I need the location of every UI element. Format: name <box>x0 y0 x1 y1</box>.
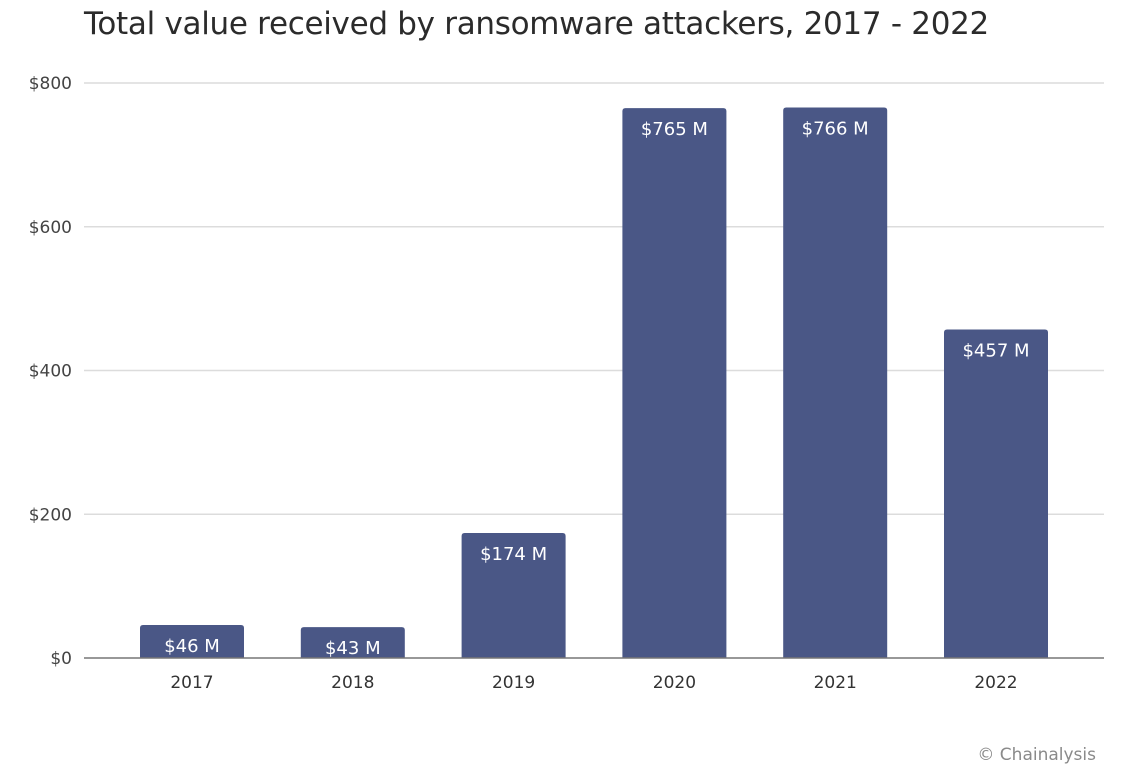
data-label: $43 M <box>325 638 381 659</box>
x-tick-label: 2017 <box>170 673 213 693</box>
y-tick-label: $600 <box>29 218 72 238</box>
bar <box>783 107 888 658</box>
y-tick-label: $200 <box>29 505 72 525</box>
chart-title: Total value received by ransomware attac… <box>84 6 989 42</box>
x-tick-label: 2019 <box>492 673 535 693</box>
data-label: $174 M <box>480 544 547 565</box>
data-label: $765 M <box>641 119 708 140</box>
x-tick-label: 2018 <box>331 673 374 693</box>
x-tick-label: 2021 <box>814 673 857 693</box>
x-tick-label: 2020 <box>653 673 696 693</box>
y-tick-label: $800 <box>29 74 72 94</box>
bar <box>461 532 566 658</box>
chainalysis-credit: © Chainalysis <box>977 745 1096 765</box>
data-label: $457 M <box>962 341 1029 362</box>
x-tick-label: 2022 <box>974 673 1017 693</box>
bar <box>140 624 244 658</box>
data-label: $766 M <box>802 118 869 139</box>
y-tick-label: $400 <box>29 362 72 382</box>
bar <box>944 329 1048 658</box>
data-label: $46 M <box>164 636 220 657</box>
bar <box>622 108 727 658</box>
bar <box>300 627 405 658</box>
y-tick-label: $0 <box>50 649 72 669</box>
